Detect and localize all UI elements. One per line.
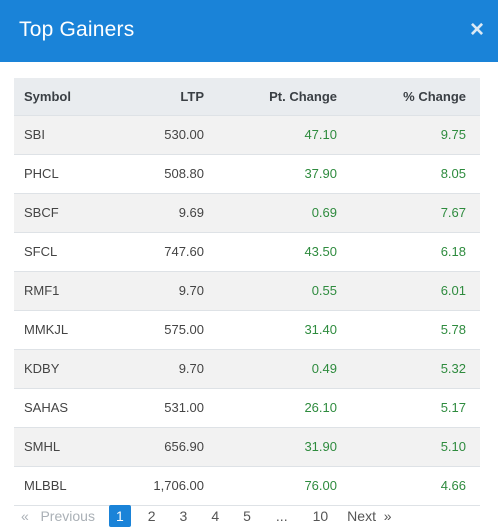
column-header-pct-change[interactable]: % Change [347, 78, 480, 116]
cell-pct-change: 5.32 [440, 361, 466, 376]
page-1-button[interactable]: 1 [108, 505, 131, 527]
cell-pct-change: 6.01 [440, 283, 466, 298]
cell-ltp: 531.00 [164, 400, 204, 415]
page-4-button[interactable]: 4 [211, 508, 220, 524]
table-row[interactable]: SMHL 656.90 31.90 5.10 [14, 427, 480, 466]
cell-pt-change: 31.40 [304, 322, 337, 337]
cell-ltp: 575.00 [164, 322, 204, 337]
column-header-pt-change[interactable]: Pt. Change [214, 78, 347, 116]
cell-pt-change: 31.90 [304, 439, 337, 454]
cell-pt-change: 47.10 [304, 127, 337, 142]
table-body: SBI 530.00 47.10 9.75 PHCL 508.80 37.90 8.05 SBC… [14, 115, 480, 505]
table-row[interactable]: SBI 530.00 47.10 9.75 [14, 115, 480, 154]
cell-ltp: 508.80 [164, 166, 204, 181]
page-5-button[interactable]: 5 [243, 508, 251, 524]
cell-pct-change: 6.18 [440, 244, 466, 259]
chevron-double-right-icon: » [383, 508, 392, 524]
cell-ltp: 9.70 [178, 283, 204, 298]
table-row[interactable]: MLBBL 1,706.00 76.00 4.66 [14, 466, 480, 505]
page-10-button[interactable]: 10 [312, 508, 329, 524]
table-row[interactable]: KDBY 9.70 0.49 5.32 [14, 349, 480, 388]
column-header-ltp[interactable]: LTP [110, 78, 214, 116]
close-icon[interactable]: × [469, 16, 484, 43]
top-gainers-table: Symbol LTP Pt. Change % Change SBI 530.00… [14, 78, 480, 506]
column-header-symbol[interactable]: Symbol [14, 78, 110, 116]
table-row[interactable]: PHCL 508.80 37.90 8.05 [14, 154, 480, 193]
cell-pt-change: 0.69 [311, 205, 337, 220]
cell-symbol: KDBY [24, 361, 60, 376]
cell-ltp: 747.60 [164, 244, 204, 259]
cell-pct-change: 5.10 [440, 439, 466, 454]
table-header-row: Symbol LTP Pt. Change % Change [14, 78, 480, 116]
cell-pct-change: 7.67 [440, 205, 466, 220]
cell-symbol: SBI [24, 127, 45, 142]
cell-pct-change: 4.66 [440, 478, 466, 493]
next-label: Next [347, 508, 376, 524]
cell-pt-change: 76.00 [304, 478, 337, 493]
cell-symbol: SFCL [24, 244, 58, 259]
cell-symbol: RMF1 [24, 283, 60, 298]
cell-pct-change: 9.75 [440, 127, 466, 142]
cell-ltp: 9.70 [178, 361, 204, 376]
cell-ltp: 656.90 [164, 439, 204, 454]
cell-ltp: 1,706.00 [153, 478, 204, 493]
cell-symbol: SMHL [24, 439, 61, 454]
pagination: « Previous 1 2 3 4 5... 10 Next » [14, 505, 400, 527]
next-page-button[interactable]: Next » [340, 505, 398, 527]
table-row[interactable]: SAHAS 531.00 26.10 5.17 [14, 388, 480, 427]
cell-symbol: MMKJL [24, 322, 69, 337]
table-row[interactable]: SBCF 9.69 0.69 7.67 [14, 193, 480, 232]
cell-pt-change: 0.55 [311, 283, 337, 298]
cell-ltp: 9.69 [178, 205, 204, 220]
cell-pt-change: 0.49 [311, 361, 337, 376]
table-row[interactable]: SFCL 747.60 43.50 6.18 [14, 232, 480, 271]
table-row[interactable]: MMKJL 575.00 31.40 5.78 [14, 310, 480, 349]
backdrop-strip-left [0, 58, 6, 527]
page-2-button[interactable]: 2 [147, 508, 156, 524]
backdrop-strip-right [488, 58, 498, 527]
cell-pt-change: 26.10 [304, 400, 337, 415]
cell-pt-change: 43.50 [304, 244, 337, 259]
modal-header: Top Gainers × [0, 0, 498, 62]
cell-pct-change: 8.05 [440, 166, 466, 181]
previous-label: Previous [40, 508, 95, 524]
cell-pt-change: 37.90 [304, 166, 337, 181]
page-number-list: 1 2 3 4 5... 10 [103, 505, 340, 527]
cell-symbol: MLBBL [24, 478, 67, 493]
chevron-double-left-icon: « [21, 508, 29, 524]
table-row[interactable]: RMF1 9.70 0.55 6.01 [14, 271, 480, 310]
page-3-button[interactable]: 3 [179, 508, 188, 524]
page-ellipsis: ... [275, 508, 288, 524]
cell-ltp: 530.00 [164, 127, 204, 142]
cell-pct-change: 5.17 [440, 400, 466, 415]
cell-symbol: SBCF [24, 205, 59, 220]
cell-symbol: SAHAS [24, 400, 69, 415]
modal-title: Top Gainers [19, 18, 135, 41]
cell-pct-change: 5.78 [440, 322, 466, 337]
cell-symbol: PHCL [24, 166, 59, 181]
previous-page-button[interactable]: « Previous [14, 505, 102, 527]
